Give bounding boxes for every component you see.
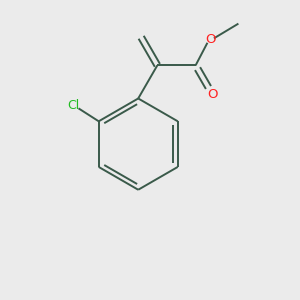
Text: Cl: Cl (67, 99, 79, 112)
Text: O: O (205, 33, 216, 46)
Text: O: O (208, 88, 218, 101)
